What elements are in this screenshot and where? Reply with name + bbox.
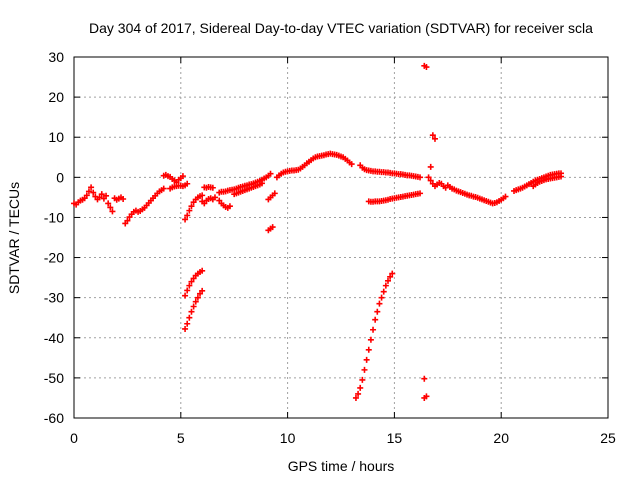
- data-point: [179, 173, 186, 180]
- data-point: [389, 270, 396, 277]
- data-point: [186, 207, 193, 214]
- y-tick-label: 10: [48, 129, 64, 145]
- data-point: [359, 376, 366, 383]
- data-point: [96, 194, 103, 201]
- data-point: [374, 308, 381, 315]
- data-point: [429, 132, 436, 139]
- data-point: [188, 278, 195, 285]
- x-tick-label: 20: [493, 430, 509, 446]
- data-point: [365, 346, 372, 353]
- y-tick-label: -40: [44, 330, 64, 346]
- data-point: [190, 303, 197, 310]
- x-tick-label: 0: [70, 430, 78, 446]
- data-point: [85, 188, 92, 195]
- x-tick-label: 5: [177, 430, 185, 446]
- data-point: [355, 390, 362, 397]
- data-point: [384, 277, 391, 284]
- y-tick-label: 20: [48, 89, 64, 105]
- data-point: [376, 300, 383, 307]
- data-point: [192, 298, 199, 305]
- data-point: [184, 212, 191, 219]
- data-point: [186, 282, 193, 289]
- data-point: [269, 224, 276, 231]
- data-point: [186, 314, 193, 321]
- data-point: [199, 192, 206, 199]
- x-tick-label: 10: [280, 430, 296, 446]
- data-point: [387, 273, 394, 280]
- data-point: [348, 161, 355, 168]
- data-point: [83, 192, 90, 199]
- data-point: [90, 189, 97, 196]
- data-point: [199, 287, 206, 294]
- data-point: [370, 326, 377, 333]
- data-point: [107, 204, 114, 211]
- y-tick-label: -30: [44, 290, 64, 306]
- grid-lines: [74, 57, 608, 418]
- data-point: [382, 282, 389, 289]
- data-point: [98, 191, 105, 198]
- data-point: [363, 356, 370, 363]
- axis-ticks: [73, 56, 609, 419]
- data-point: [427, 163, 434, 170]
- data-point: [271, 190, 278, 197]
- data-point: [558, 173, 565, 180]
- x-tick-label: 25: [600, 430, 616, 446]
- data-point: [378, 294, 385, 301]
- plot-frame: [73, 56, 609, 419]
- data-point: [88, 184, 95, 191]
- data-point: [502, 193, 509, 200]
- y-axis-label: SDTVAR / TECUs: [6, 182, 22, 294]
- data-point: [209, 184, 216, 191]
- data-point: [380, 288, 387, 295]
- data-point: [352, 394, 359, 401]
- data-point: [258, 180, 265, 187]
- data-point: [361, 366, 368, 373]
- data-point: [199, 267, 206, 274]
- data-point: [103, 192, 110, 199]
- y-tick-label: -10: [44, 209, 64, 225]
- data-point: [417, 190, 424, 197]
- y-tick-label: 30: [48, 49, 64, 65]
- data-point: [417, 174, 424, 181]
- data-point: [427, 177, 434, 184]
- data-point: [120, 195, 127, 202]
- data-point: [423, 393, 430, 400]
- y-tick-label: -20: [44, 250, 64, 266]
- data-points: [71, 62, 565, 401]
- data-point: [211, 194, 218, 201]
- data-point: [182, 292, 189, 299]
- data-point: [109, 208, 116, 215]
- x-tick-labels: 0 5 10 15 20 25: [70, 430, 616, 446]
- y-tick-label: -50: [44, 370, 64, 386]
- data-point: [421, 375, 428, 382]
- data-point: [182, 216, 189, 223]
- x-axis-label: GPS time / hours: [288, 458, 395, 474]
- data-point: [184, 287, 191, 294]
- x-tick-label: 15: [387, 430, 403, 446]
- data-point: [188, 203, 195, 210]
- data-point: [160, 185, 167, 192]
- data-point: [184, 320, 191, 327]
- y-tick-label: 0: [56, 169, 64, 185]
- y-tick-label: -60: [44, 410, 64, 426]
- data-point: [267, 170, 274, 177]
- data-point: [367, 336, 374, 343]
- data-point: [372, 316, 379, 323]
- data-point: [194, 294, 201, 301]
- data-point: [182, 325, 189, 332]
- data-point: [425, 174, 432, 181]
- data-point: [226, 203, 233, 210]
- data-point: [184, 180, 191, 187]
- y-tick-labels: -60 -50 -40 -30 -20 -10 0 10 20 30: [44, 49, 64, 426]
- data-point: [188, 308, 195, 315]
- chart-title: Day 304 of 2017, Sidereal Day-to-day VTE…: [89, 20, 593, 36]
- data-point: [423, 64, 430, 71]
- data-point: [357, 384, 364, 391]
- data-point: [105, 200, 112, 207]
- data-point: [431, 135, 438, 142]
- data-point: [124, 217, 131, 224]
